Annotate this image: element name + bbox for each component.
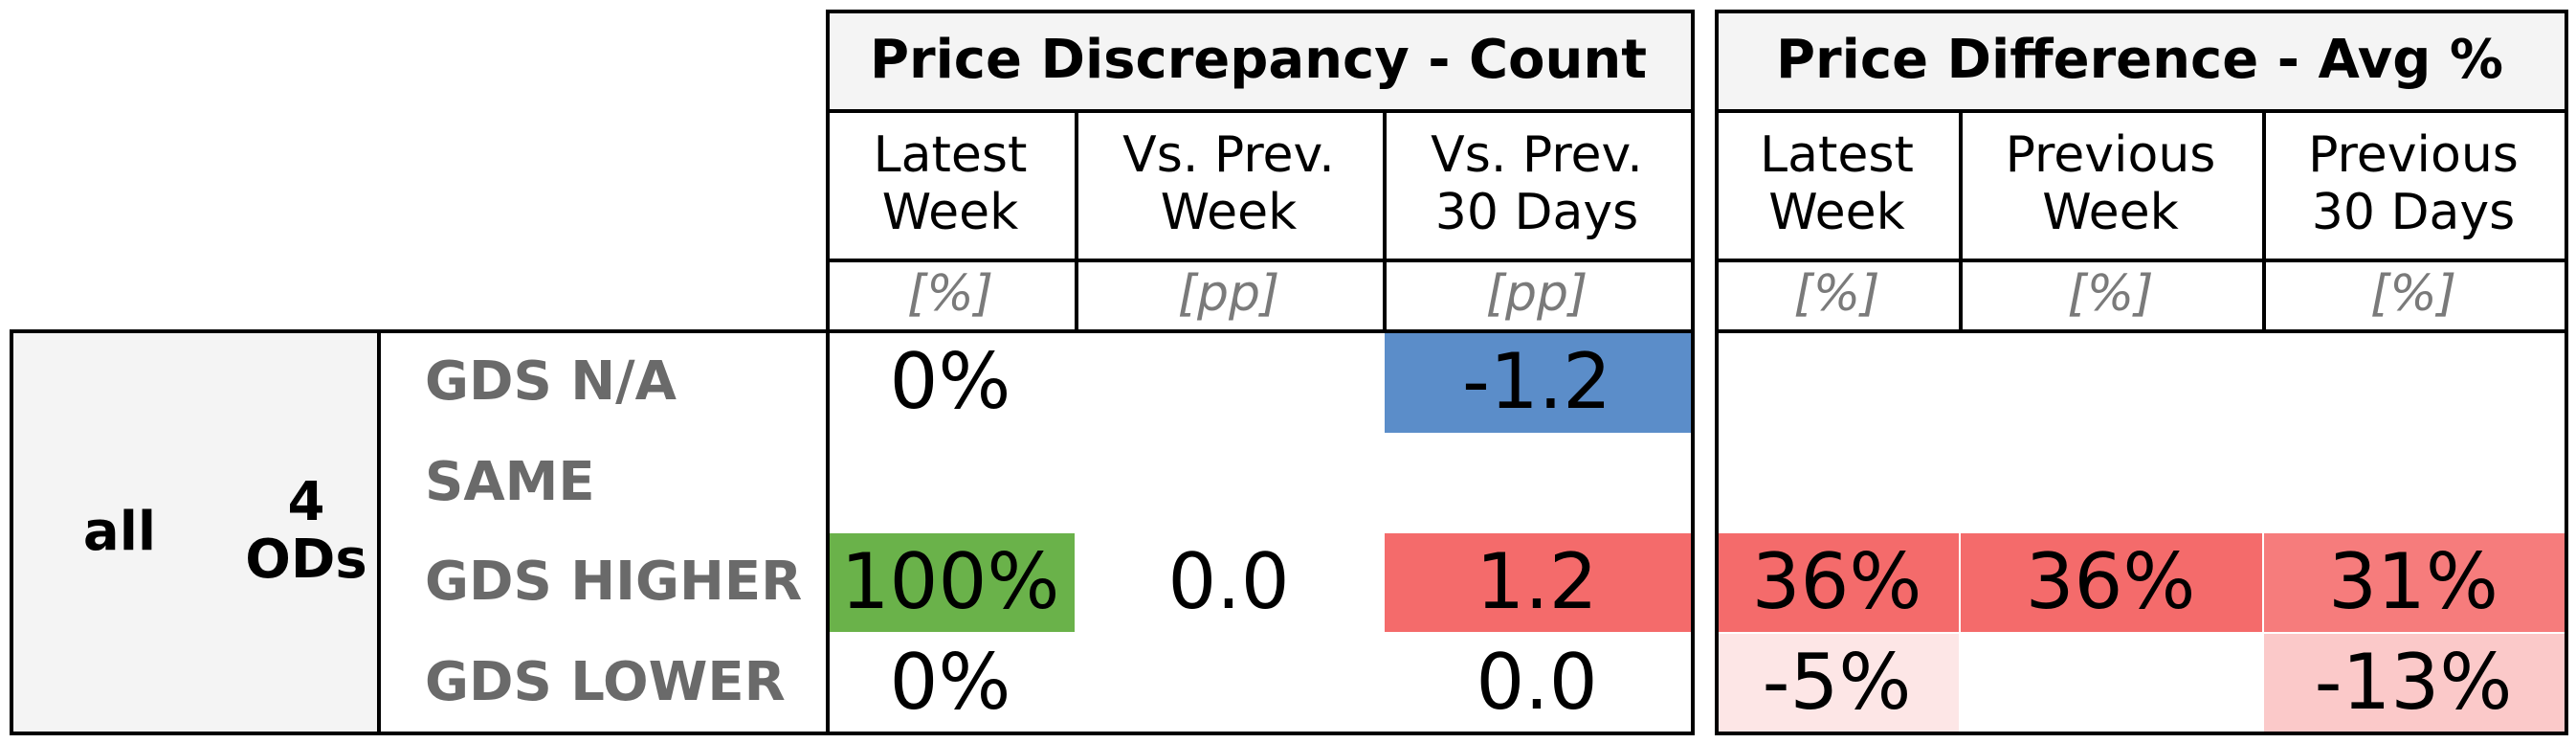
value-cell: 36% bbox=[2025, 537, 2196, 626]
row-group-panel bbox=[10, 329, 377, 732]
column-unit: [%] bbox=[2067, 265, 2154, 323]
column-unit: [%] bbox=[1793, 265, 1880, 323]
grid-line bbox=[2565, 10, 2568, 735]
grid-line bbox=[1691, 10, 1695, 735]
column-header: Latest Week bbox=[1760, 126, 1914, 241]
value-cell: 1.2 bbox=[1476, 537, 1598, 626]
grid-line bbox=[1715, 732, 2568, 735]
column-header: Previous Week bbox=[2005, 126, 2216, 241]
grid-line bbox=[826, 259, 1695, 262]
grid-line bbox=[1715, 329, 2568, 333]
cell-fill bbox=[1385, 331, 1691, 433]
grid-line bbox=[2262, 109, 2266, 329]
grid-line bbox=[10, 732, 1695, 735]
value-cell: 100% bbox=[840, 537, 1060, 626]
cell-fill bbox=[2264, 634, 2565, 732]
cell-fill bbox=[1717, 634, 1959, 732]
grid-line bbox=[1715, 109, 2568, 113]
column-unit: [%] bbox=[907, 265, 993, 323]
row-label: GDS LOWER bbox=[425, 650, 786, 713]
cell-fill bbox=[2264, 533, 2565, 632]
column-header: Previous 30 Days bbox=[2308, 126, 2519, 241]
grid-line bbox=[10, 329, 13, 735]
cell-fill bbox=[1717, 533, 1959, 632]
grid-line bbox=[1715, 10, 2568, 13]
column-unit: [%] bbox=[2370, 265, 2456, 323]
value-cell: 36% bbox=[1751, 537, 1922, 626]
value-cell: -1.2 bbox=[1461, 336, 1612, 426]
cell-fill bbox=[1385, 533, 1691, 632]
grid-line bbox=[1715, 259, 2568, 262]
value-cell: 0% bbox=[889, 336, 1011, 426]
column-header: Vs. Prev. 30 Days bbox=[1431, 126, 1643, 241]
value-cell: 0.0 bbox=[1167, 537, 1290, 626]
row-label: SAME bbox=[425, 451, 595, 513]
column-header: Vs. Prev. Week bbox=[1122, 126, 1335, 241]
grid-line bbox=[826, 109, 1695, 113]
value-cell: 31% bbox=[2328, 537, 2498, 626]
value-cell: -5% bbox=[1762, 637, 1912, 727]
grid-line bbox=[1959, 109, 1963, 329]
grid-line bbox=[1383, 109, 1387, 329]
row-group-label: all bbox=[82, 500, 157, 563]
column-header: Latest Week bbox=[873, 126, 1028, 241]
cell-fill bbox=[1961, 533, 2262, 632]
value-cell: 0.0 bbox=[1476, 637, 1598, 727]
column-unit: [pp] bbox=[1485, 265, 1588, 323]
value-cell: 0% bbox=[889, 637, 1011, 727]
grid-line bbox=[377, 329, 381, 735]
grid-line bbox=[826, 10, 830, 735]
column-unit: [pp] bbox=[1177, 265, 1280, 323]
row-group-count: 4 ODs bbox=[245, 471, 367, 591]
grid-line bbox=[826, 10, 1695, 13]
grid-line bbox=[1075, 109, 1078, 329]
grid-line bbox=[10, 329, 1695, 333]
cell-fill bbox=[828, 533, 1075, 632]
group-title: Price Discrepancy - Count bbox=[826, 10, 1691, 109]
row-label: GDS HIGHER bbox=[425, 551, 803, 613]
value-cell: -13% bbox=[2314, 637, 2513, 727]
grid-line bbox=[1715, 10, 1719, 735]
group-title: Price Difference - Avg % bbox=[1715, 10, 2565, 109]
row-label: GDS N/A bbox=[425, 349, 677, 413]
